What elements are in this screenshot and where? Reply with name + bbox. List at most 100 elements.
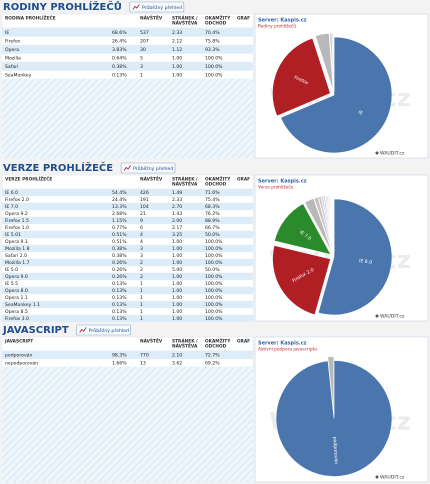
row-visits: 2 — [140, 274, 143, 280]
row-share: 13.3% — [112, 204, 127, 210]
row-share: 0.26% — [112, 267, 127, 273]
row-name: IE 6.0 — [5, 190, 18, 196]
row-bounce: 100.0% — [205, 288, 223, 294]
column-header: ODCHOD — [205, 21, 227, 27]
row-visits: 1 — [140, 72, 143, 78]
row-pages: 2.12 — [172, 38, 182, 44]
row-name: Opera — [5, 47, 19, 53]
row-share: 0.26% — [112, 260, 127, 266]
overview-button[interactable]: Průběžný přehled — [76, 324, 132, 336]
row-bounce: 50.0% — [205, 232, 220, 238]
row-bounce: 100.0% — [205, 64, 223, 70]
row-bounce: 100.0% — [205, 253, 223, 259]
pie: podporován — [275, 356, 393, 477]
row-visits: 30 — [140, 47, 146, 53]
row-bounce: 100.0% — [205, 274, 223, 280]
row-pages: 1.00 — [172, 309, 182, 315]
column-header: GRAF — [237, 16, 250, 22]
row-visits: 9 — [140, 218, 143, 224]
column-header: ODCHOD — [205, 182, 227, 188]
pie-slice — [314, 32, 334, 92]
button-icon — [132, 4, 140, 10]
column-header: GRAF — [237, 339, 250, 345]
row-share: 98.3% — [112, 353, 127, 359]
row-visits: 104 — [140, 204, 149, 210]
row-bounce: 71.6% — [205, 190, 220, 196]
column-header: ODCHOD — [205, 344, 227, 350]
row-share: 0.51% — [112, 232, 127, 238]
row-name: Mozilla 1.7 — [5, 260, 30, 266]
column-header: NÁVŠTĚV — [140, 337, 163, 345]
row-name: Mozilla 1.8 — [5, 246, 30, 252]
row-share: 0.13% — [112, 309, 127, 315]
row-name: IE 5.0 — [5, 267, 18, 273]
pie: IE Firefox — [272, 32, 393, 154]
overview-button[interactable]: Průběžný přehled — [129, 1, 185, 13]
row-pages: 1.00 — [172, 55, 182, 61]
row-visits: 5 — [140, 55, 143, 61]
row-name: Opera 1.1 — [5, 295, 28, 301]
row-pages: 5.00 — [172, 267, 182, 273]
pie-slice — [272, 37, 331, 117]
slice-label: IE — [357, 109, 364, 116]
row-share: 26.4% — [112, 38, 127, 44]
row-visits: 6 — [140, 225, 143, 231]
column-header: OKAMŽITÝ — [205, 14, 231, 22]
column-header: GRAF — [237, 177, 250, 183]
row-pages: 2.00 — [172, 218, 182, 224]
pie-slice — [280, 36, 393, 154]
column-header: NÁVŠTĚV — [140, 175, 163, 183]
row-pages: 1.00 — [172, 239, 182, 245]
row-pages: 1.12 — [172, 47, 182, 53]
row-visits: 1 — [140, 295, 143, 301]
row-bounce: 66.7% — [205, 225, 220, 231]
row-name: IE 5.5 — [5, 281, 18, 287]
row-share: 2.68% — [112, 211, 127, 217]
row-name: SeaMonkey 1.1 — [5, 302, 40, 308]
row-visits: 426 — [140, 190, 149, 196]
row-name: Firefox 2.0 — [5, 197, 29, 203]
row-pages: 2.33 — [172, 30, 182, 36]
column-header: JAVASCRIPT — [4, 339, 33, 345]
row-pages: 2.17 — [172, 225, 182, 231]
section-title: JAVASCRIPT — [2, 325, 69, 336]
footer-dot — [375, 151, 379, 155]
pie-slice — [317, 198, 393, 316]
row-visits: 3 — [140, 246, 143, 252]
section-title: VERZE PROHLÍŽEČE — [3, 161, 113, 174]
row-bounce: 76.2% — [205, 211, 220, 217]
row-bounce: 88.9% — [205, 218, 220, 224]
button-label: Průběžný přehled — [89, 327, 129, 334]
table-filler — [2, 367, 253, 482]
column-header: NÁVŠTĚVA — [172, 19, 198, 27]
row-share: 0.13% — [112, 302, 127, 308]
row-pages: 2.33 — [172, 197, 182, 203]
button-box — [129, 1, 185, 13]
button-label: Průběžný přehled — [133, 165, 173, 172]
row-bounce: 68.3% — [205, 204, 220, 210]
row-bounce: 100.0% — [205, 302, 223, 308]
row-pages: 1.00 — [172, 253, 182, 259]
row-visits: 770 — [140, 353, 149, 359]
pie-slice — [327, 356, 335, 415]
row-visits: 2 — [140, 260, 143, 266]
row-bounce: 75.8% — [205, 38, 220, 44]
table-row — [1, 314, 254, 323]
row-name: Mozilla — [5, 55, 21, 61]
overview-button[interactable]: Průběžný přehled — [120, 162, 176, 174]
row-visits: 4 — [140, 232, 143, 238]
row-bounce: 100.0% — [205, 246, 223, 252]
row-share: 0.13% — [112, 295, 127, 301]
row-share: 0.38% — [112, 64, 127, 70]
row-pages: 1.00 — [172, 316, 182, 322]
row-bounce: 100.0% — [205, 260, 223, 266]
row-pages: 1.00 — [172, 288, 182, 294]
row-pages: 1.00 — [172, 64, 182, 70]
row-name: SeaMonkey — [5, 72, 32, 78]
slice-label: Firefox — [293, 75, 310, 87]
row-name: Firefox 1.0 — [5, 225, 29, 231]
row-share: 68.6% — [112, 30, 127, 36]
row-name: Opera 9.1 — [5, 239, 28, 245]
